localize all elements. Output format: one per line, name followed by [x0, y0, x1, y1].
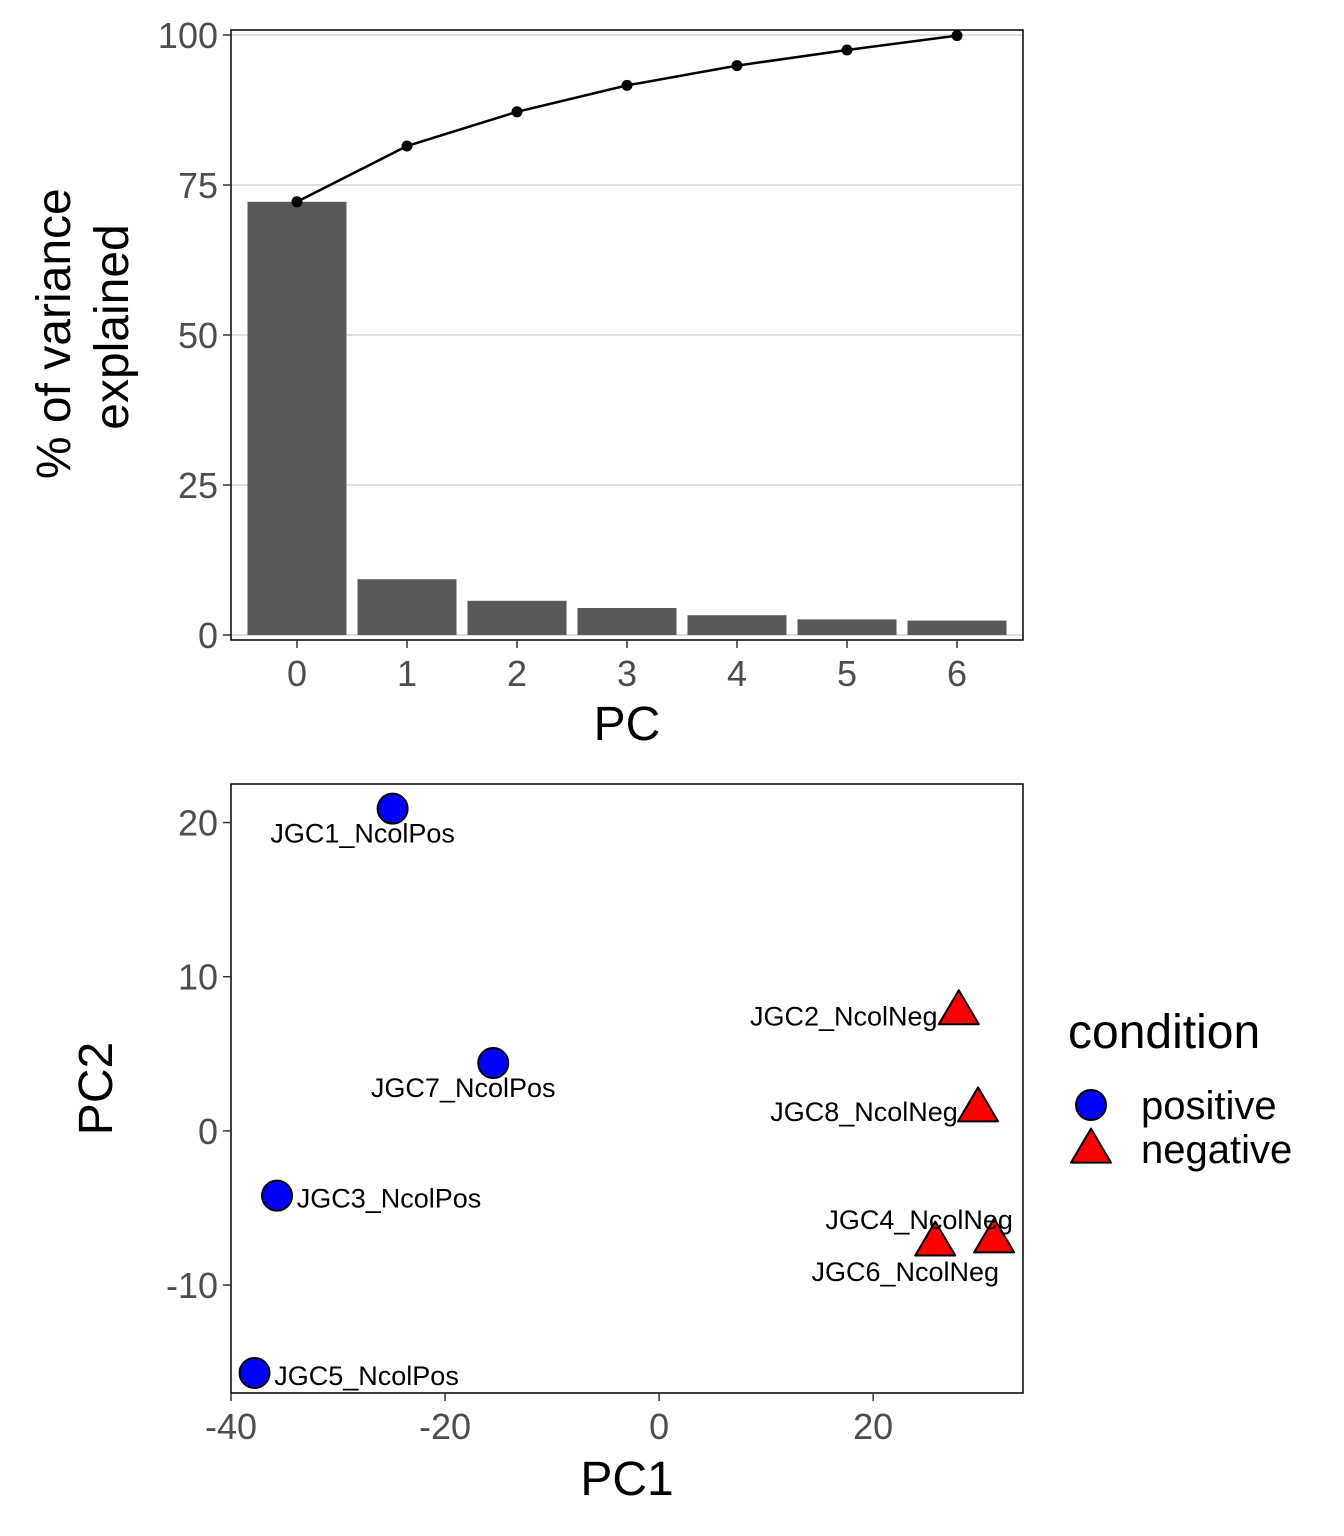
scree-y-axis-title: % of variance explained	[28, 175, 139, 479]
pca-point-negative	[973, 1217, 1016, 1254]
scree-y-tick-label: 75	[178, 165, 218, 206]
scree-bar	[797, 619, 897, 635]
scree-x-tick-label: 0	[287, 653, 307, 694]
pca-point-positive	[376, 792, 409, 825]
legend-label: positive	[1141, 1084, 1277, 1128]
scree-bars	[247, 201, 1007, 636]
scree-cumulative-point	[951, 30, 963, 42]
pca-point-positive	[238, 1356, 271, 1389]
scree-x-tick-label: 4	[727, 653, 747, 694]
scree-plot: 0 25 50 75 100 0 1 2 3 4 5 6 PC % of variance expl…	[28, 15, 1024, 751]
scree-bar	[357, 579, 457, 635]
scree-y-tick-label: 100	[158, 15, 218, 56]
scree-bar	[687, 615, 787, 635]
scree-y-tick-label: 50	[178, 315, 218, 356]
scree-cumulative-point	[731, 60, 743, 72]
scree-cumulative-point	[621, 79, 633, 91]
pca-x-tick-label: 0	[649, 1406, 669, 1447]
pca-y-tick-label: 0	[198, 1111, 218, 1152]
scree-y-axis-title-line-1: % of variance	[28, 188, 81, 479]
scree-cumulative-path	[296, 34, 958, 203]
pca-point-positive	[477, 1047, 510, 1080]
scree-y-tick-label: 25	[178, 465, 218, 506]
scree-x-axis-title: PC	[594, 698, 661, 751]
scree-cumulative-line	[291, 30, 963, 208]
pca-point-negative	[914, 1220, 957, 1257]
scree-cumulative-point	[291, 196, 303, 208]
scree-bar	[467, 600, 567, 635]
scree-gridlines	[231, 34, 1023, 636]
scree-cumulative-point	[401, 140, 413, 152]
pca-points	[238, 792, 1016, 1389]
pca-scatter-plot: JGC1_NcolPos JGC7_NcolPos JGC3_NcolPos JGC5…	[70, 783, 1024, 1506]
legend-key-negative	[1070, 1127, 1112, 1164]
pca-x-axis-title: PC1	[580, 1453, 673, 1506]
scree-cumulative-point	[841, 44, 853, 56]
pca-point-negative	[957, 1086, 1000, 1123]
pca-point-label: JGC7_NcolPos	[371, 1073, 556, 1103]
scree-cumulative-point	[511, 106, 523, 118]
scree-bar	[577, 608, 677, 635]
legend-key-positive	[1075, 1089, 1107, 1121]
pca-y-tick-label: -10	[166, 1265, 218, 1306]
scree-bar	[247, 201, 347, 636]
scree-x-tick-label: 2	[507, 653, 527, 694]
pca-point-labels: JGC1_NcolPos JGC7_NcolPos JGC3_NcolPos JGC5…	[270, 819, 1013, 1391]
scree-bar	[907, 620, 1007, 635]
pca-x-tick-label: -40	[205, 1406, 257, 1447]
pca-point-negative	[937, 989, 980, 1026]
pca-x-tick-label: 20	[853, 1406, 893, 1447]
scree-y-axis-title-line-2: explained	[86, 224, 139, 430]
pca-point-positive	[261, 1179, 294, 1212]
pca-point-label: JGC3_NcolPos	[297, 1184, 482, 1214]
pca-y-tick-label: 10	[178, 957, 218, 998]
pca-point-label: JGC6_NcolNeg	[811, 1257, 999, 1287]
scree-x-tick-label: 5	[837, 653, 857, 694]
scree-x-tick-label: 6	[947, 653, 967, 694]
pca-y-axis: -10 0 10 20	[166, 803, 231, 1306]
pca-point-label: JGC8_NcolNeg	[770, 1097, 958, 1127]
pca-point-label: JGC2_NcolNeg	[750, 1002, 938, 1032]
legend-label: negative	[1141, 1128, 1292, 1172]
pca-point-label: JGC4_NcolNeg	[825, 1205, 1013, 1235]
pca-panel-border	[230, 783, 1024, 1394]
scree-x-tick-label: 3	[617, 653, 637, 694]
scree-x-tick-label: 1	[397, 653, 417, 694]
pca-point-label: JGC1_NcolPos	[270, 819, 455, 849]
pca-y-axis-title: PC2	[70, 1042, 123, 1135]
pca-y-tick-label: 20	[178, 803, 218, 844]
scree-y-axis: 0 25 50 75 100	[158, 15, 231, 656]
scree-x-axis: 0 1 2 3 4 5 6	[287, 640, 967, 694]
pca-x-axis: -40 -20 0 20	[205, 1393, 893, 1447]
legend-title: condition	[1068, 1006, 1260, 1059]
pca-x-tick-label: -20	[419, 1406, 471, 1447]
pca-point-label: JGC5_NcolPos	[274, 1361, 459, 1391]
scree-y-tick-label: 0	[198, 615, 218, 656]
